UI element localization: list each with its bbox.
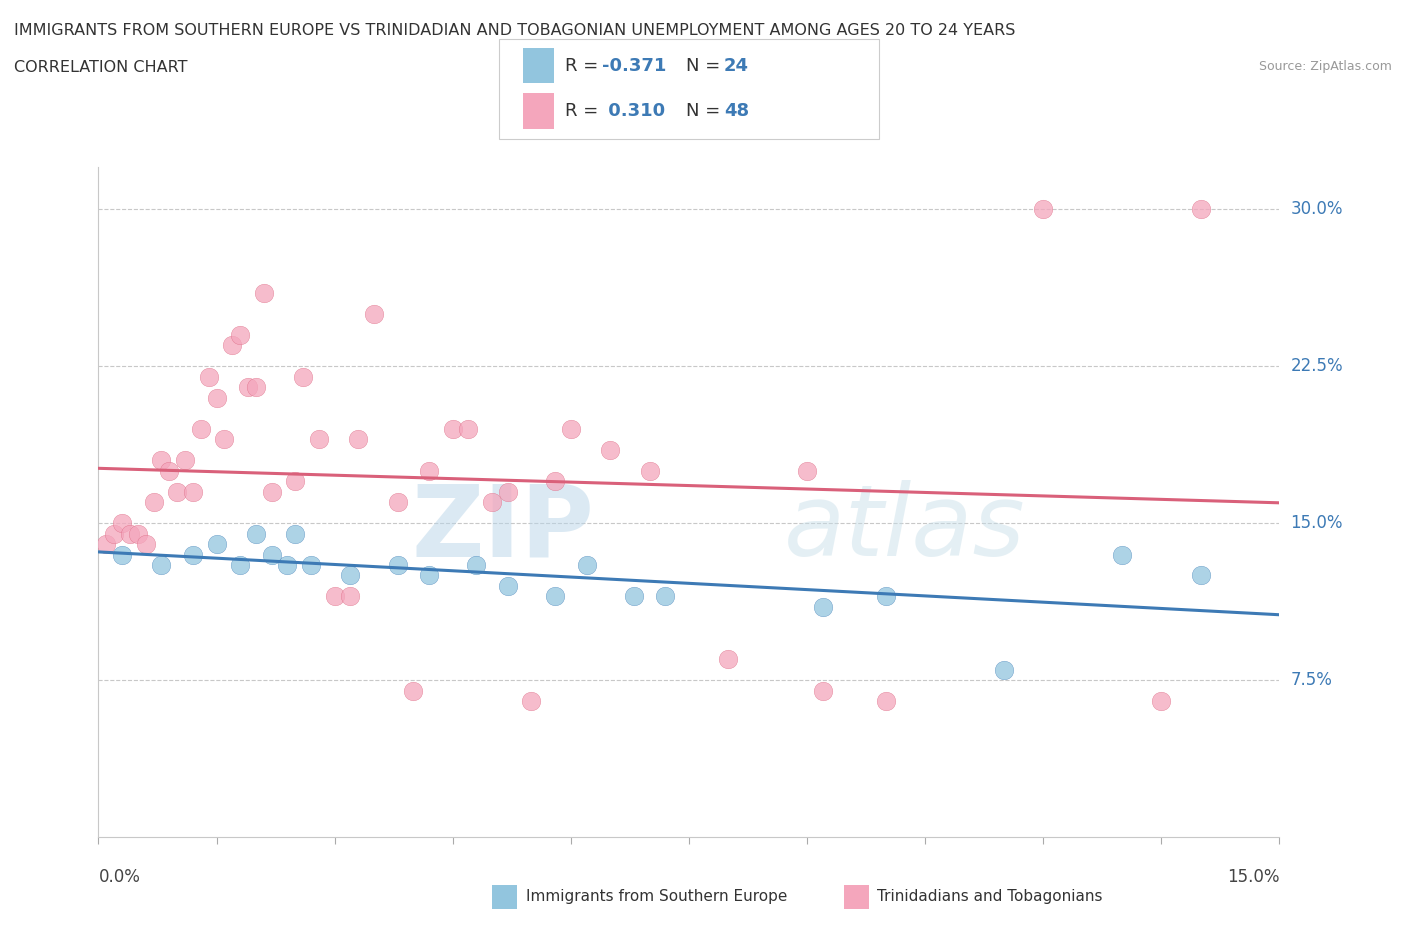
Point xyxy=(418,568,440,583)
Point xyxy=(560,421,582,436)
Point xyxy=(190,421,212,436)
Point xyxy=(96,537,118,551)
Point xyxy=(623,589,645,604)
Text: 0.310: 0.310 xyxy=(602,102,665,120)
Point xyxy=(875,589,897,604)
Text: 22.5%: 22.5% xyxy=(1291,357,1343,375)
Point xyxy=(496,578,519,593)
Text: R =: R = xyxy=(565,102,605,120)
Point xyxy=(457,421,479,436)
Point xyxy=(308,432,330,447)
Point xyxy=(181,547,204,562)
Point xyxy=(638,463,661,478)
Point xyxy=(111,516,134,531)
Point xyxy=(181,485,204,499)
Point xyxy=(654,589,676,604)
Point xyxy=(150,558,173,573)
Point xyxy=(260,485,283,499)
Point xyxy=(811,600,834,615)
Point xyxy=(260,547,283,562)
Text: 7.5%: 7.5% xyxy=(1291,671,1333,689)
Point xyxy=(197,369,219,384)
Point xyxy=(1189,568,1212,583)
Point xyxy=(253,286,276,300)
Point xyxy=(292,369,315,384)
Point xyxy=(993,662,1015,677)
Point xyxy=(387,558,409,573)
Point xyxy=(118,526,141,541)
Point xyxy=(205,537,228,551)
Point xyxy=(103,526,125,541)
Point xyxy=(205,391,228,405)
Text: Immigrants from Southern Europe: Immigrants from Southern Europe xyxy=(526,889,787,904)
Point xyxy=(245,379,267,394)
Point xyxy=(339,568,361,583)
Point xyxy=(575,558,598,573)
Point xyxy=(363,307,385,322)
Point xyxy=(387,495,409,510)
Text: atlas: atlas xyxy=(783,481,1025,578)
Point xyxy=(544,589,567,604)
Text: R =: R = xyxy=(565,57,605,74)
Point xyxy=(284,526,307,541)
Point xyxy=(229,558,252,573)
Point xyxy=(150,453,173,468)
Point xyxy=(157,463,180,478)
Text: 48: 48 xyxy=(724,102,749,120)
Text: 15.0%: 15.0% xyxy=(1227,868,1279,885)
Point xyxy=(1189,202,1212,217)
Point xyxy=(796,463,818,478)
Point xyxy=(811,683,834,698)
Point xyxy=(496,485,519,499)
Text: N =: N = xyxy=(686,102,725,120)
Point xyxy=(127,526,149,541)
Text: Trinidadians and Tobagonians: Trinidadians and Tobagonians xyxy=(877,889,1102,904)
Point xyxy=(236,379,259,394)
Point xyxy=(135,537,157,551)
Point xyxy=(481,495,503,510)
Point xyxy=(1032,202,1054,217)
Text: Source: ZipAtlas.com: Source: ZipAtlas.com xyxy=(1258,60,1392,73)
Point xyxy=(299,558,322,573)
Text: ZIP: ZIP xyxy=(412,481,595,578)
Text: N =: N = xyxy=(686,57,725,74)
Point xyxy=(276,558,298,573)
Point xyxy=(717,652,740,667)
Point xyxy=(418,463,440,478)
Text: 24: 24 xyxy=(724,57,749,74)
Point xyxy=(214,432,236,447)
Point xyxy=(465,558,488,573)
Point xyxy=(1111,547,1133,562)
Point xyxy=(1150,694,1173,709)
Point xyxy=(347,432,370,447)
Point xyxy=(402,683,425,698)
Point xyxy=(221,338,243,352)
Point xyxy=(229,327,252,342)
Text: CORRELATION CHART: CORRELATION CHART xyxy=(14,60,187,75)
Text: -0.371: -0.371 xyxy=(602,57,666,74)
Text: IMMIGRANTS FROM SOUTHERN EUROPE VS TRINIDADIAN AND TOBAGONIAN UNEMPLOYMENT AMONG: IMMIGRANTS FROM SOUTHERN EUROPE VS TRINI… xyxy=(14,23,1015,38)
Point xyxy=(245,526,267,541)
Text: 30.0%: 30.0% xyxy=(1291,200,1343,219)
Point xyxy=(339,589,361,604)
Text: 0.0%: 0.0% xyxy=(98,868,141,885)
Point xyxy=(111,547,134,562)
Text: 15.0%: 15.0% xyxy=(1291,514,1343,532)
Point xyxy=(323,589,346,604)
Point xyxy=(875,694,897,709)
Point xyxy=(599,443,621,458)
Point xyxy=(520,694,543,709)
Point xyxy=(142,495,165,510)
Point xyxy=(544,474,567,489)
Point xyxy=(174,453,197,468)
Point xyxy=(441,421,464,436)
Point xyxy=(284,474,307,489)
Point xyxy=(166,485,188,499)
